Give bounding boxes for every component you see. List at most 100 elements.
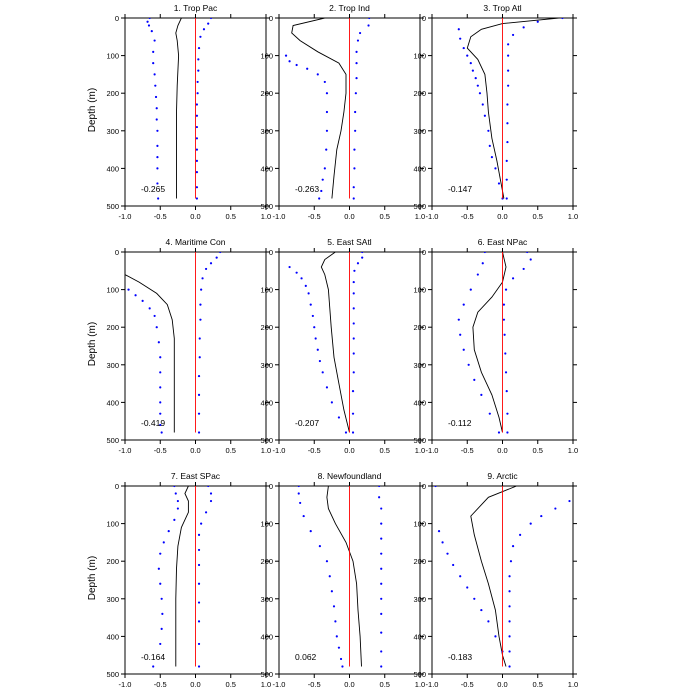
panel-5-series-3-point	[351, 390, 355, 393]
panel-9-series-2-point	[473, 597, 476, 600]
panel-2-ytick-label: 500	[260, 202, 273, 211]
panel-3: 3. Trop Atl -1.0 -0.5 0.0 0.5 1.0 0 100 200 300 40…	[413, 3, 578, 221]
panel-7-series-2-point	[159, 642, 162, 646]
panel-3-series-3-point	[505, 178, 508, 181]
panel-4-series-2-point	[159, 356, 162, 359]
panel-4-series-3-point	[199, 318, 202, 321]
panel-4-ytick-label: 100	[106, 286, 119, 295]
panel-7-series-3-point	[200, 522, 203, 525]
panel-1-series-3-point	[195, 137, 199, 140]
panel-6-series-2-point	[462, 303, 465, 306]
panel-8-ytick-label: 300	[260, 595, 273, 604]
panel-3-ytick-label: 300	[413, 127, 426, 136]
panel-3-series-group	[457, 18, 564, 200]
panel-3-value-label: -0.147	[448, 184, 472, 194]
panel-8-ytick-label: 400	[260, 632, 273, 641]
panel-8-series-2-point	[330, 590, 333, 593]
panel-8-series-3-point	[380, 522, 383, 525]
panel-3-xtick-label: 0.0	[497, 212, 507, 221]
panel-1-series-2-point	[156, 156, 159, 159]
panel-4-series-2-point	[134, 294, 137, 297]
y-axis-label-row-3: Depth (m)	[87, 556, 98, 600]
panel-1-series-3-point	[197, 58, 200, 61]
panel-9-ytick-label: 500	[413, 670, 426, 679]
panel-2-series-3-point	[368, 18, 371, 20]
panel-8-series-2-point	[299, 501, 302, 505]
panel-3-title: 3. Trop Atl	[483, 3, 521, 13]
panel-8-series-2-point	[318, 545, 321, 548]
panel-2-series-3-point	[354, 129, 357, 132]
panel-8-ytick-label: 500	[260, 670, 273, 679]
panel-8-series-2-point	[332, 605, 336, 608]
panel-1-series-2-point	[150, 30, 153, 33]
panel-7-xtick-label: -1.0	[119, 680, 132, 689]
panel-4-ytick-label: 300	[106, 361, 119, 370]
panel-3-series-2-point	[487, 129, 490, 132]
panel-9-series-1-line	[470, 486, 517, 667]
panel-3-ytick-label: 400	[413, 164, 426, 173]
panel-6-series-3-point	[526, 252, 529, 254]
panel-9-series-3-point	[508, 620, 511, 623]
panel-1-xtick-label: -1.0	[119, 212, 132, 221]
panel-9-series-2-point	[466, 586, 469, 589]
panel-9-series-3-point	[508, 575, 511, 578]
panel-6-series-2-point	[467, 363, 470, 366]
panel-6-series-3-point	[504, 371, 508, 374]
panel-4-series-2-point	[159, 423, 162, 427]
panel-1-series-3-point	[195, 186, 199, 189]
panel-9-series-3-point	[568, 499, 571, 503]
panel-5-title: 5. East SAtl	[327, 237, 372, 247]
panel-5-series-2-point	[325, 386, 329, 389]
panel-5-series-2-point	[304, 284, 307, 287]
panel-7-ytick-label: 400	[106, 632, 119, 641]
panel-1: 1. Trop Pac -1.0 -0.5 0.0 0.5 1.0 0 100 200 300 40…	[106, 3, 271, 221]
panel-grid: 1. Trop Pac -1.0 -0.5 0.0 0.5 1.0 0 100 200 300 40…	[106, 3, 578, 689]
panel-1-series-2-point	[156, 167, 159, 170]
panel-5-ytick-label: 0	[269, 248, 273, 257]
panel-3-xtick-label: -1.0	[426, 212, 439, 221]
panel-1-xtick-label: 0.5	[226, 212, 236, 221]
panel-4-series-3-point	[215, 256, 218, 259]
panel-7-xtick-label: 0.5	[226, 680, 236, 689]
panel-1-series-3-point	[196, 92, 199, 95]
panel-2-series-2-point	[321, 178, 324, 181]
panel-1-series-3-point	[195, 159, 199, 162]
panel-5-series-2-point	[288, 265, 291, 269]
panel-7-series-3-point	[204, 511, 208, 514]
panel-4-ytick-label: 400	[106, 398, 119, 407]
panel-1-ytick-label: 300	[106, 127, 119, 136]
panel-5-series-3-point	[361, 256, 364, 259]
panel-7-ytick-label: 100	[106, 520, 119, 529]
panel-8-xtick-label: 0.5	[380, 680, 390, 689]
panel-5-series-3-point	[352, 280, 355, 284]
panel-6-series-3-point	[502, 318, 506, 321]
panel-3-ytick-label: 100	[413, 52, 426, 61]
panel-6-series-2-point	[483, 252, 486, 254]
panel-5-series-3-point	[353, 269, 356, 272]
panel-5-series-3-point	[352, 322, 355, 325]
panel-8-xtick-label: -1.0	[273, 680, 286, 689]
panel-5-series-3-point	[352, 307, 355, 310]
panel-7-series-2-point	[160, 597, 163, 600]
panel-5-series-2-point	[311, 314, 314, 318]
panel-4-series-3-point	[198, 337, 201, 340]
panel-2-series-3-point	[355, 50, 358, 53]
panel-9-series-2-point	[434, 486, 437, 488]
panel-1-series-2-point	[156, 144, 159, 147]
panel-4-series-2-point	[160, 431, 163, 434]
panel-8-ytick-label: 100	[260, 520, 273, 529]
panel-8-xtick-label: 1.0	[415, 680, 425, 689]
panel-1-series-2-point	[147, 24, 151, 27]
panel-4-ytick-label: 500	[106, 436, 119, 445]
panel-4-xtick-label: 0.5	[226, 446, 236, 455]
panel-2-series-2-point	[316, 73, 319, 76]
panel-5-xtick-label: -0.5	[308, 446, 321, 455]
panel-7-series-2-point	[167, 530, 170, 533]
panel-7-ytick-label: 200	[106, 557, 119, 566]
panel-6-series-3-point	[504, 288, 508, 291]
panel-6-series-2-point	[476, 273, 479, 276]
panel-4-series-3-point	[197, 431, 201, 434]
panel-4-series-2-point	[157, 341, 160, 344]
panel-8-series-2-point	[339, 657, 343, 661]
panel-2-ytick-label: 0	[269, 14, 273, 23]
